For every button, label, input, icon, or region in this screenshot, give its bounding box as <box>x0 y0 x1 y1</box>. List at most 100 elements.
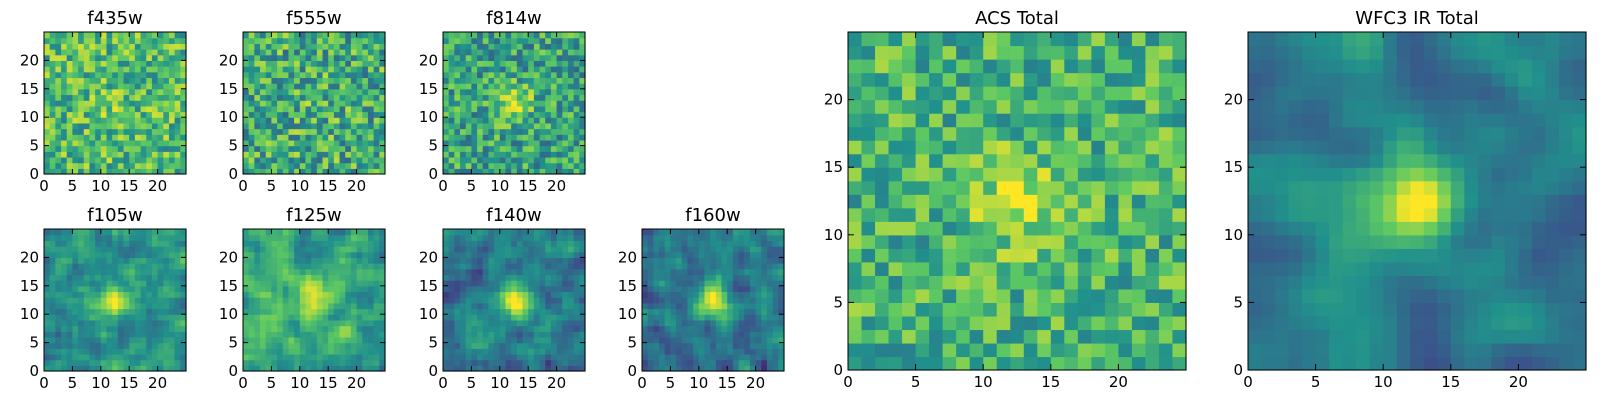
heatmap-cell <box>117 348 125 355</box>
heatmap-cell <box>243 359 250 366</box>
heatmap-cell <box>1010 153 1025 168</box>
heatmap-cell <box>454 151 461 158</box>
heatmap-cell <box>482 263 490 270</box>
heatmap-cell <box>477 251 484 258</box>
heatmap-cell <box>533 49 541 56</box>
heatmap-cell <box>443 83 450 90</box>
y-tick-label: 20 <box>618 248 637 266</box>
heatmap-cell <box>516 134 524 141</box>
heatmap-cell <box>117 168 125 175</box>
heatmap-cell <box>511 251 518 258</box>
heatmap-cell <box>379 156 386 164</box>
heatmap-cell <box>772 353 779 361</box>
heatmap-cell <box>698 302 706 310</box>
heatmap-cell <box>556 297 563 304</box>
heatmap-cell <box>1158 248 1174 263</box>
heatmap-cell <box>482 122 490 130</box>
heatmap-cell <box>78 156 85 164</box>
heatmap-cell <box>687 240 694 247</box>
heatmap-cell <box>271 156 278 164</box>
heatmap-cell <box>100 229 108 236</box>
heatmap-cell <box>379 88 386 96</box>
heatmap-cell <box>282 274 290 281</box>
heatmap-cell <box>573 83 580 90</box>
heatmap-cell <box>163 336 170 344</box>
heatmap-cell <box>294 32 301 39</box>
heatmap-cell <box>271 88 278 96</box>
heatmap-cell <box>44 66 51 73</box>
heatmap-cell <box>471 240 478 247</box>
heatmap-cell <box>1104 288 1119 303</box>
heatmap-cell <box>1023 234 1038 249</box>
heatmap-cell <box>528 71 535 79</box>
heatmap-cell <box>83 314 91 321</box>
heatmap-cell <box>983 342 998 358</box>
heatmap-cell <box>373 134 380 141</box>
heatmap-cell <box>89 77 96 84</box>
heatmap-cell <box>528 94 535 101</box>
heatmap-cell <box>123 117 130 124</box>
heatmap-cell <box>373 139 380 147</box>
heatmap-cell <box>471 105 478 113</box>
heatmap-cell <box>350 122 358 130</box>
heatmap-cell <box>379 319 386 327</box>
heatmap-cell <box>112 348 119 355</box>
heatmap-cell <box>738 291 745 298</box>
heatmap-cell <box>328 297 335 304</box>
heatmap-cell <box>129 37 136 44</box>
heatmap-cell <box>516 145 524 152</box>
heatmap-cell <box>373 94 380 101</box>
heatmap-cell <box>454 37 461 44</box>
heatmap-cell <box>117 314 125 321</box>
heatmap-cell <box>157 117 164 124</box>
heatmap-cell <box>567 128 575 135</box>
heatmap-cell <box>562 139 569 147</box>
heatmap-cell <box>100 274 108 281</box>
heatmap-cell <box>345 263 352 270</box>
heatmap-cell <box>477 353 484 361</box>
heatmap-cell <box>505 145 512 152</box>
heatmap-cell <box>356 325 363 332</box>
heatmap-cell <box>567 251 575 258</box>
heatmap-cell <box>732 348 740 355</box>
heatmap-cell <box>362 43 369 50</box>
heatmap-cell <box>134 32 142 39</box>
heatmap-cell <box>732 319 740 327</box>
heatmap-cell <box>477 88 484 96</box>
heatmap-cell <box>772 325 779 332</box>
heatmap-cell <box>888 194 903 209</box>
heatmap-cell <box>260 251 267 258</box>
heatmap-cell <box>112 342 119 349</box>
heatmap-cell <box>260 342 267 349</box>
heatmap-cell <box>123 88 130 96</box>
heatmap-cell <box>861 329 876 344</box>
heatmap-cell <box>339 43 346 50</box>
heatmap-cell <box>146 111 153 118</box>
heatmap-cell <box>642 308 649 315</box>
heatmap-cell <box>749 285 757 293</box>
heatmap-cell <box>350 297 358 304</box>
heatmap-cell <box>573 240 580 247</box>
heatmap-cell <box>573 32 580 39</box>
heatmap-cell <box>66 83 73 90</box>
heatmap-cell <box>146 297 153 304</box>
heatmap-cell <box>528 43 535 50</box>
heatmap-cell <box>55 128 62 135</box>
heatmap-cell <box>969 234 984 249</box>
heatmap-cell <box>350 37 358 44</box>
heatmap-cell <box>367 229 375 236</box>
heatmap-cell <box>123 66 130 73</box>
heatmap-cell <box>350 60 358 67</box>
heatmap-cell <box>545 314 552 321</box>
heatmap-cell <box>134 43 142 50</box>
heatmap-cell <box>664 297 671 304</box>
heatmap-cell <box>556 257 563 264</box>
heatmap-cell <box>367 297 375 304</box>
heatmap-cell <box>305 342 312 349</box>
heatmap-cell <box>379 66 386 73</box>
heatmap-cell <box>350 302 358 310</box>
heatmap-cell <box>516 263 524 270</box>
heatmap-cell <box>460 77 467 84</box>
heatmap-cell <box>379 43 386 50</box>
heatmap-cell <box>49 365 56 372</box>
